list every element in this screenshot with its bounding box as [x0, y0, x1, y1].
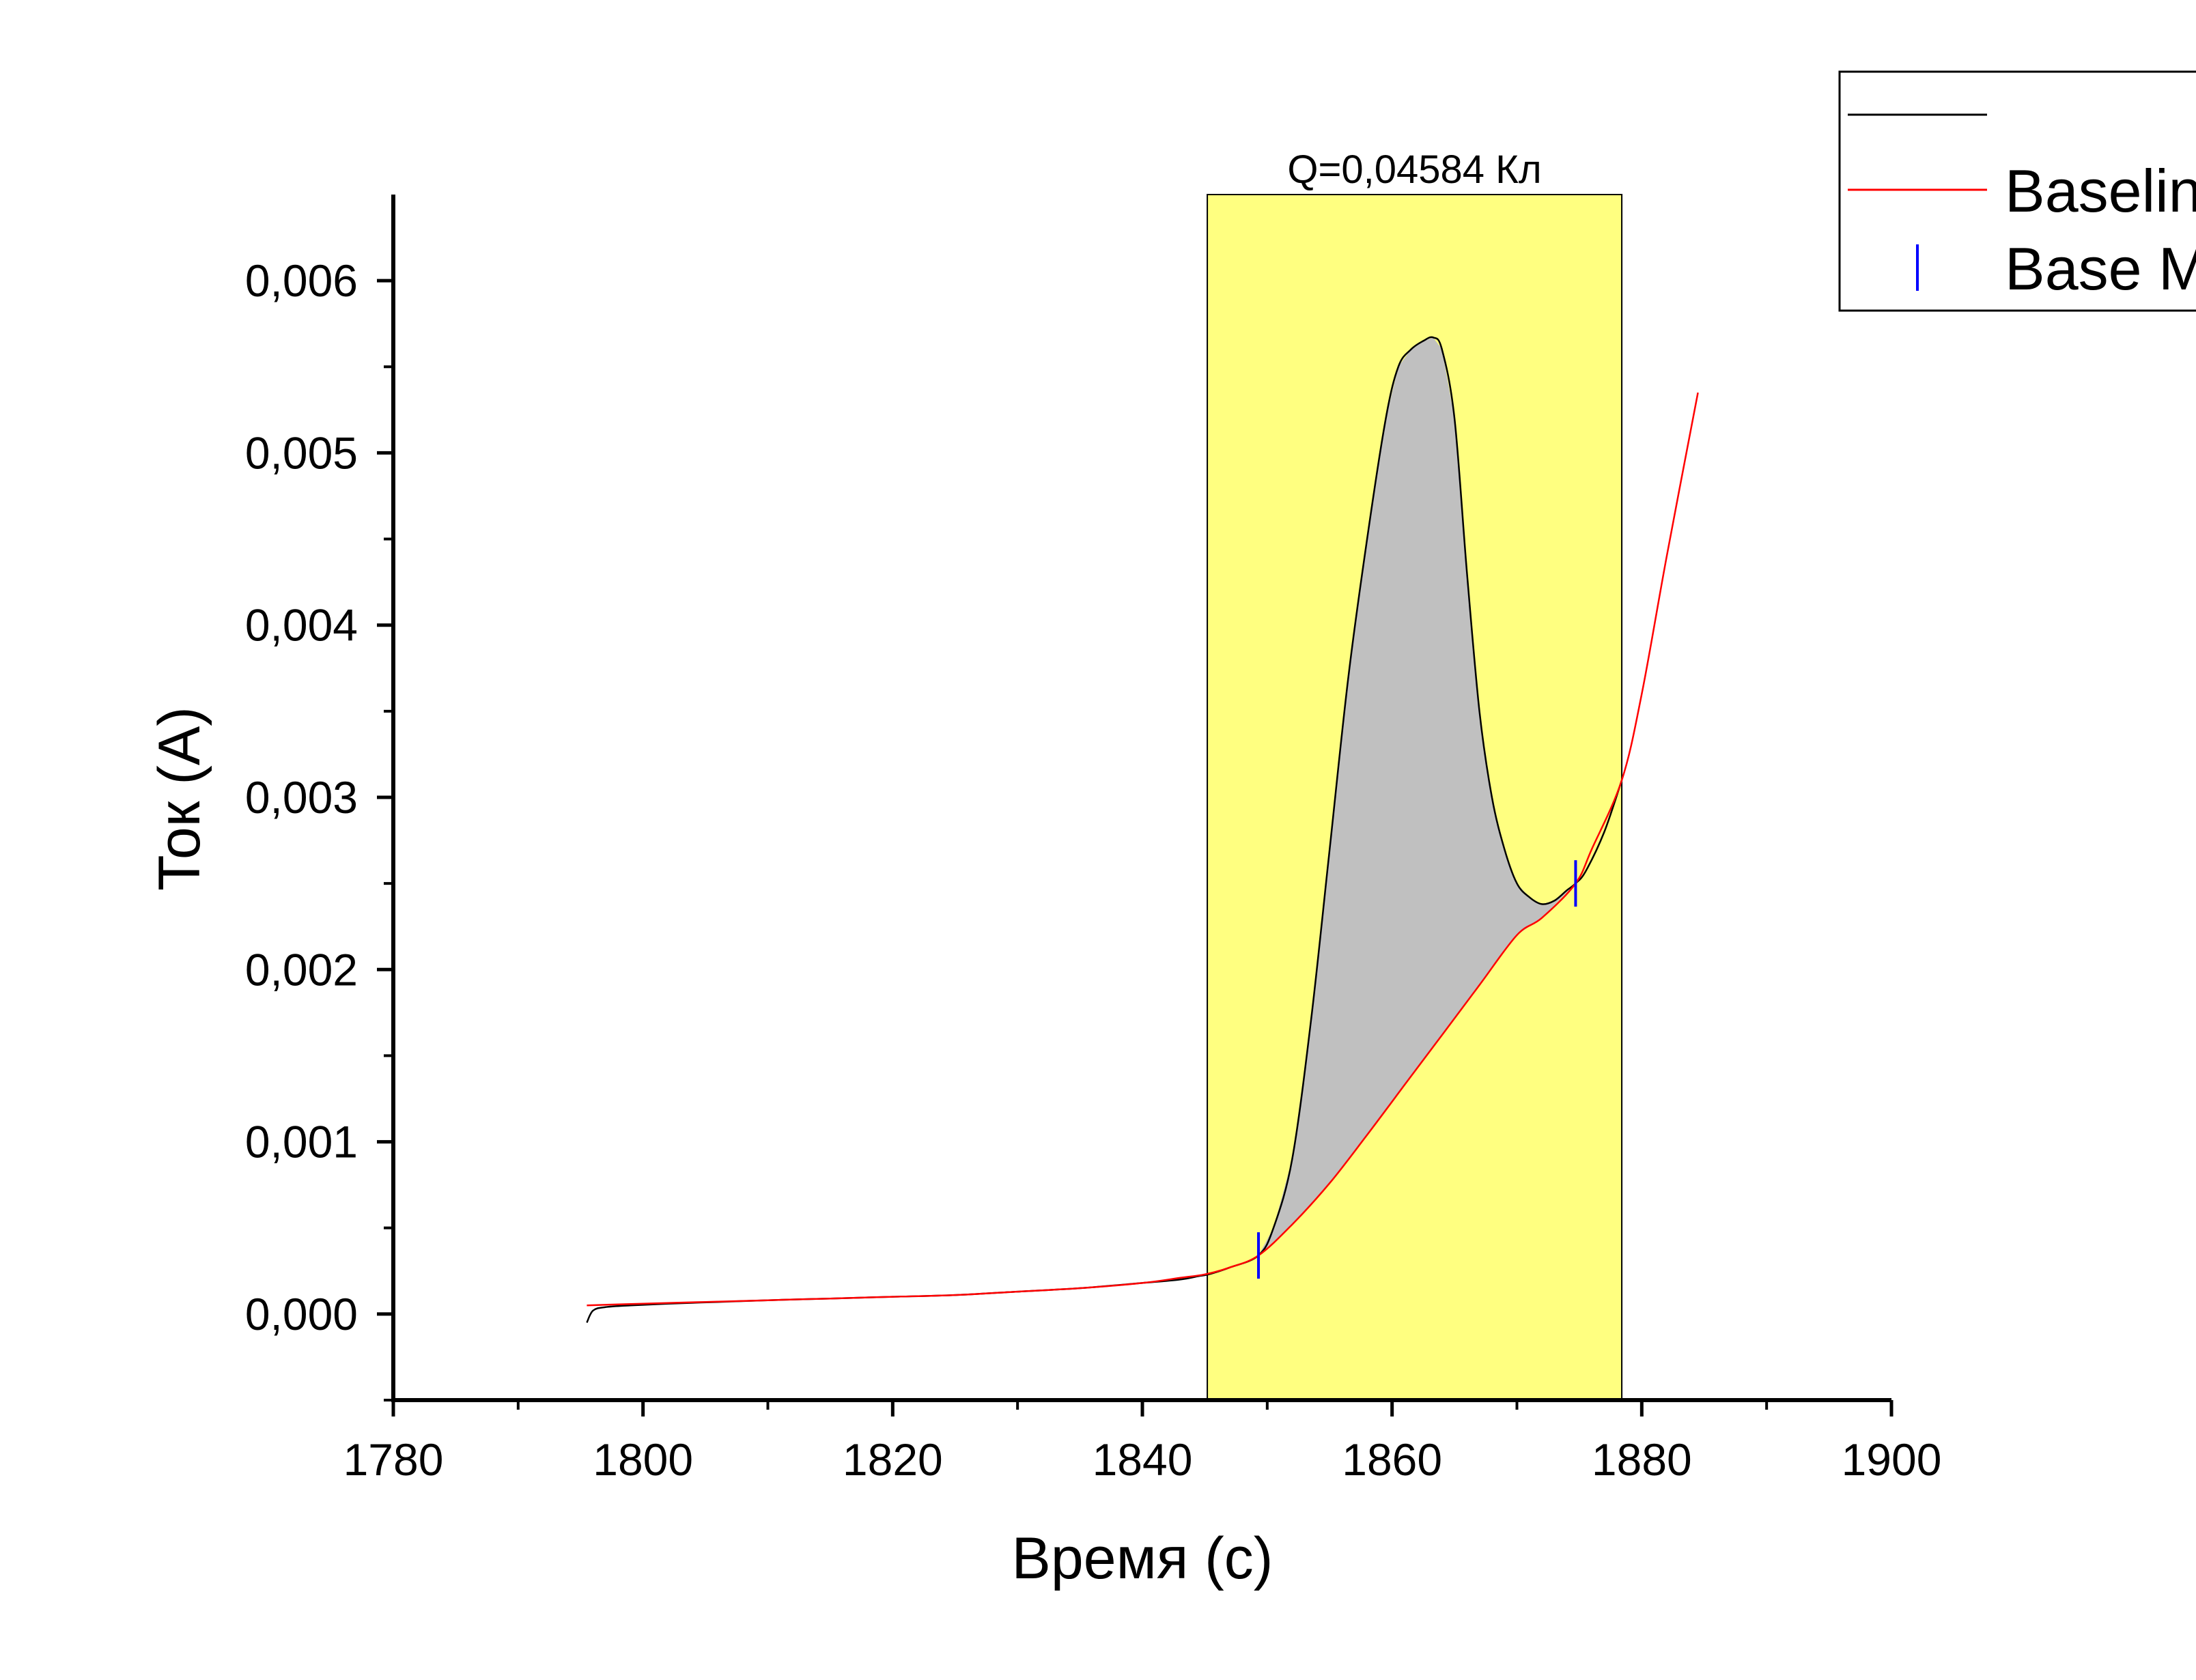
axes-group: 1780 1800 1820 1840 1860 1880 1900 0,000 0,001 0,…	[147, 195, 1941, 1591]
x-tick-label: 1800	[593, 1434, 693, 1485]
integral-annotation: Q=0,04584 Кл	[1287, 147, 1541, 192]
y-tick-label: 0,000	[245, 1289, 358, 1339]
legend-box	[1838, 70, 2196, 312]
y-tick-label: 0,002	[245, 944, 358, 995]
y-tick-label: 0,004	[245, 600, 358, 651]
series-lines-group	[586, 336, 1699, 1324]
base-markers-group	[1257, 860, 1577, 1279]
legend-label: Base M	[2005, 235, 2196, 302]
legend: Baseline Base M	[1838, 70, 2196, 312]
x-tick-label: 1840	[1093, 1434, 1193, 1485]
annotation-group: Q=0,04584 Кл	[1287, 147, 1541, 192]
baseline-line	[587, 392, 1699, 1307]
x-tick-label: 1880	[1592, 1434, 1692, 1485]
x-axis-title: Время (с)	[1012, 1526, 1273, 1591]
y-tick-label: 0,001	[245, 1117, 358, 1167]
legend-label: Baseline	[2005, 157, 2196, 225]
y-tick-label: 0,003	[245, 772, 358, 823]
integral-area	[1258, 337, 1576, 1256]
y-axis-title: Ток (А)	[147, 707, 212, 891]
x-tick-label: 1820	[843, 1434, 943, 1485]
integral-fill-group	[1258, 337, 1576, 1256]
x-tick-label: 1780	[343, 1434, 444, 1485]
x-tick-label: 1900	[1842, 1434, 1942, 1485]
x-tick-label: 1860	[1342, 1434, 1442, 1485]
y-tick-label: 0,005	[245, 427, 358, 478]
y-tick-label: 0,006	[245, 255, 358, 306]
